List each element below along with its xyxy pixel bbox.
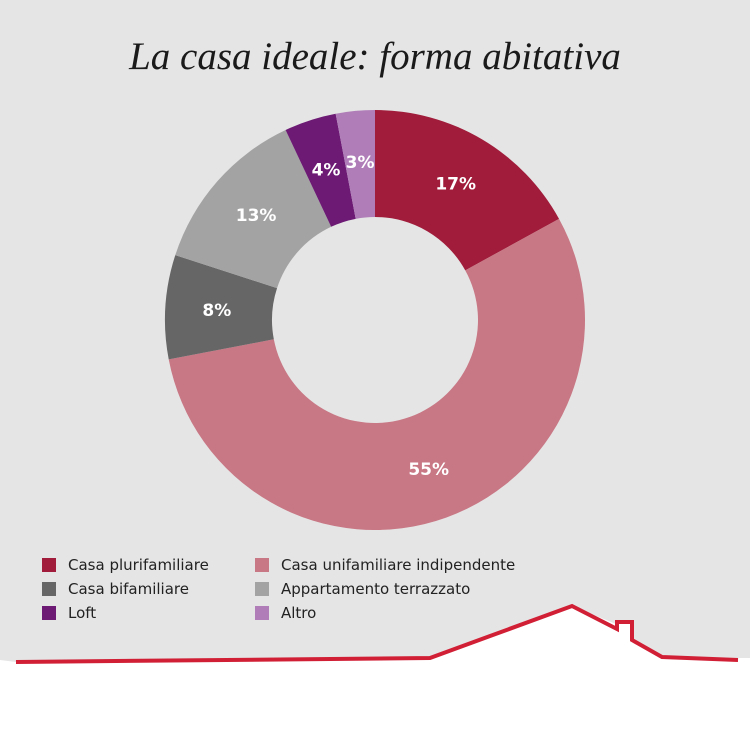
- donut-slice-0: [375, 110, 560, 271]
- slice-label-3: 13%: [236, 206, 277, 226]
- donut-slice-5: [335, 110, 375, 219]
- legend-swatch: [255, 582, 269, 596]
- roof-fill: [0, 606, 750, 670]
- slice-label-5: 3%: [346, 153, 375, 173]
- legend-item-casa-plurifamiliare: Casa plurifamiliare: [42, 555, 255, 575]
- slice-label-4: 4%: [312, 160, 341, 180]
- legend-swatch: [42, 582, 56, 596]
- legend-item-appartamento-terrazzato: Appartamento terrazzato: [255, 579, 555, 599]
- legend-label: Casa plurifamiliare: [68, 556, 209, 574]
- donut-chart: 17% 55% 8% 13% 4% 3%: [165, 110, 586, 530]
- legend-label: Casa bifamiliare: [68, 580, 189, 598]
- legend-item-loft: Loft: [42, 603, 255, 623]
- legend-swatch: [42, 558, 56, 572]
- legend-swatch: [42, 606, 56, 620]
- slice-label-1: 55%: [408, 460, 449, 480]
- donut-slice-3: [175, 129, 332, 289]
- slice-label-0: 17%: [435, 175, 476, 195]
- roof-line: [15, 603, 739, 664]
- legend-label: Altro: [281, 604, 317, 622]
- chart-legend: Casa plurifamiliare Casa unifamiliare in…: [42, 555, 562, 623]
- legend-swatch: [255, 606, 269, 620]
- legend-label: Loft: [68, 604, 97, 622]
- legend-label: Casa unifamiliare indipendente: [281, 556, 516, 574]
- donut-slice-2: [165, 255, 278, 360]
- donut-slice-1: [168, 218, 586, 530]
- legend-item-casa-bifamiliare: Casa bifamiliare: [42, 579, 255, 599]
- legend-swatch: [255, 558, 269, 572]
- legend-item-casa-unifamiliare: Casa unifamiliare indipendente: [255, 555, 555, 575]
- legend-label: Appartamento terrazzato: [281, 580, 471, 598]
- chart-title: La casa ideale: forma abitativa: [129, 35, 621, 78]
- slice-label-2: 8%: [202, 301, 231, 321]
- house-roof-icon: [0, 603, 750, 670]
- donut-slice-4: [285, 113, 356, 227]
- legend-item-altro: Altro: [255, 603, 555, 623]
